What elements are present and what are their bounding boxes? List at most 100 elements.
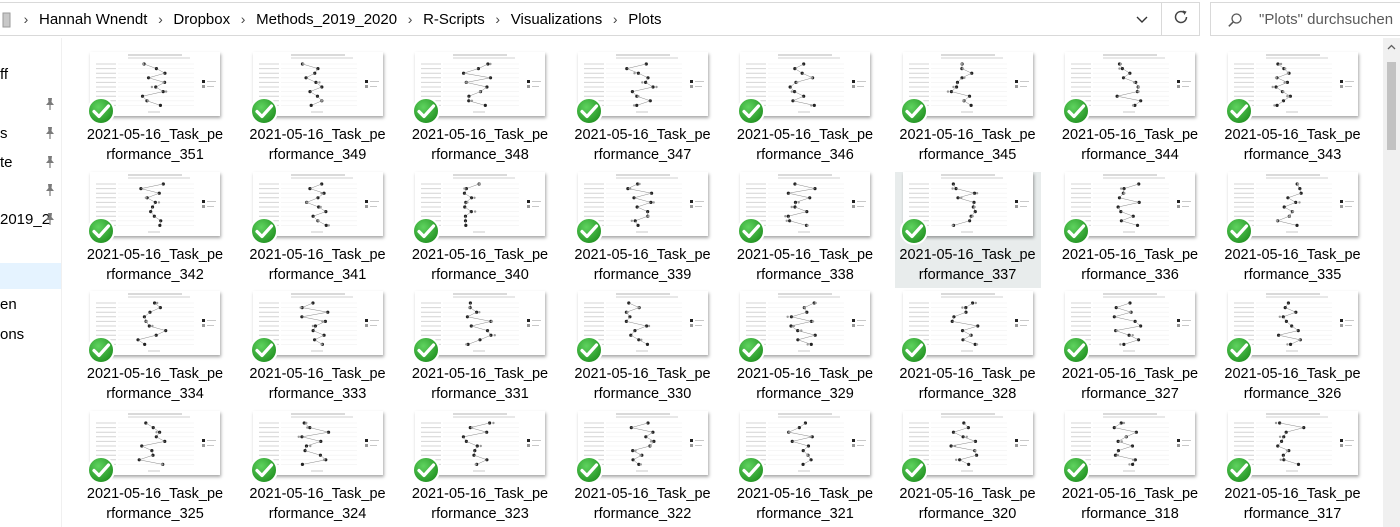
file-name-line-2: rformance_335	[1243, 266, 1342, 283]
file-name: 2021-05-16_Task_pe rformance_347	[570, 125, 716, 165]
file-name: 2021-05-16_Task_pe rformance_318	[1057, 484, 1203, 524]
file-tile[interactable]: 2021-05-16_Task_pe rformance_347	[570, 52, 716, 168]
nav-item[interactable]	[0, 234, 62, 262]
file-tile[interactable]: 2021-05-16_Task_pe rformance_340	[407, 171, 553, 288]
breadcrumb-separator-icon[interactable]: ›	[407, 11, 413, 27]
file-tile[interactable]: 2021-05-16_Task_pe rformance_348	[407, 52, 553, 168]
file-tile[interactable]: 2021-05-16_Task_pe rformance_330	[570, 291, 716, 407]
file-tile[interactable]: 2021-05-16_Task_pe rformance_328	[895, 291, 1041, 407]
file-tile[interactable]: 2021-05-16_Task_pe rformance_334	[82, 291, 228, 407]
file-tile[interactable]: 2021-05-16_Task_pe rformance_324	[245, 410, 391, 527]
file-name-line-2: rformance_348	[431, 147, 529, 163]
file-tile[interactable]: 2021-05-16_Task_pe rformance_323	[407, 410, 553, 527]
scrollbar-thumb[interactable]	[1387, 62, 1396, 150]
file-tile[interactable]: 2021-05-16_Task_pe rformance_341	[245, 171, 391, 288]
file-tile[interactable]: 2021-05-16_Task_pe rformance_349	[245, 52, 391, 168]
file-tile[interactable]: 2021-05-16_Task_pe rformance_339	[570, 171, 716, 288]
breadcrumb-separator-icon[interactable]: ›	[612, 11, 618, 27]
file-thumbnail	[740, 52, 870, 116]
breadcrumb-separator-icon[interactable]: ›	[158, 11, 163, 27]
file-name-line-2: rformance_344	[1081, 147, 1179, 163]
file-name: 2021-05-16_Task_pe rformance_345	[895, 125, 1041, 165]
file-tile[interactable]: 2021-05-16_Task_pe rformance_329	[732, 291, 878, 407]
search-input[interactable]: "Plots" durchsuchen	[1259, 11, 1394, 28]
file-tile[interactable]: 2021-05-16_Task_pe rformance_331	[407, 291, 553, 407]
refresh-button[interactable]	[1162, 2, 1200, 36]
nav-item[interactable]: ff	[0, 60, 62, 88]
file-tile[interactable]: 2021-05-16_Task_pe rformance_337	[894, 171, 1041, 288]
file-name: 2021-05-16_Task_pe rformance_328	[895, 364, 1041, 404]
breadcrumb-separator-icon[interactable]: ›	[23, 11, 29, 27]
breadcrumb-item[interactable]: R-Scripts	[423, 10, 485, 28]
nav-item-label: en	[0, 296, 17, 313]
green-check-icon	[574, 96, 604, 126]
breadcrumb-item[interactable]: Plots	[628, 10, 662, 28]
scroll-up-button[interactable]	[1383, 38, 1400, 55]
nav-item[interactable]	[0, 176, 62, 204]
pin-icon[interactable]	[44, 212, 56, 226]
green-check-icon	[86, 96, 116, 126]
nav-item-label: ons	[0, 326, 25, 343]
search-box[interactable]: "Plots" durchsuchen	[1210, 2, 1400, 36]
file-name: 2021-05-16_Task_pe rformance_330	[570, 364, 716, 404]
file-tile[interactable]: 2021-05-16_Task_pe rformance_344	[1057, 52, 1203, 168]
file-tile[interactable]: 2021-05-16_Task_pe rformance_335	[1220, 171, 1366, 288]
breadcrumb-item[interactable]: Methods_2019_2020	[256, 10, 398, 28]
breadcrumb-item[interactable]: Dropbox	[173, 10, 231, 28]
nav-item[interactable]: en	[0, 290, 62, 318]
breadcrumb-separator-icon[interactable]: ›	[240, 11, 246, 27]
green-check-icon	[1061, 216, 1091, 246]
file-tile[interactable]: 2021-05-16_Task_pe rformance_343	[1220, 52, 1366, 168]
file-tile[interactable]: 2021-05-16_Task_pe rformance_327	[1057, 291, 1203, 407]
file-tile[interactable]: 2021-05-16_Task_pe rformance_317	[1220, 410, 1366, 527]
file-name-line-1: 2021-05-16_Task_pe	[736, 127, 874, 143]
nav-item[interactable]: s	[0, 119, 62, 147]
file-name-line-1: 2021-05-16_Task_pe	[411, 366, 549, 382]
nav-item-label: s	[0, 125, 8, 142]
file-tile[interactable]: 2021-05-16_Task_pe rformance_338	[732, 171, 878, 288]
nav-item[interactable]	[0, 90, 62, 118]
file-tile[interactable]: 2021-05-16_Task_pe rformance_346	[732, 52, 878, 168]
file-tile[interactable]: 2021-05-16_Task_pe rformance_322	[570, 410, 716, 527]
nav-item[interactable]: 2019_2	[0, 205, 62, 233]
file-tile[interactable]: 2021-05-16_Task_pe rformance_325	[82, 410, 228, 527]
file-name-line-2: rformance_336	[1081, 266, 1179, 283]
file-name-line-1: 2021-05-16_Task_pe	[411, 246, 549, 263]
green-check-icon	[574, 216, 604, 246]
file-name: 2021-05-16_Task_pe rformance_333	[245, 364, 391, 404]
nav-item[interactable]: te	[0, 148, 62, 176]
green-check-icon	[1061, 455, 1091, 485]
plot-preview-image	[252, 52, 383, 116]
plot-preview-image	[90, 171, 220, 236]
file-name-line-2: rformance_342	[106, 266, 204, 283]
nav-item[interactable]: ons	[0, 320, 62, 348]
file-tile[interactable]: 2021-05-16_Task_pe rformance_351	[82, 52, 228, 168]
file-tile[interactable]: 2021-05-16_Task_pe rformance_320	[895, 410, 1041, 527]
plot-preview-image	[577, 410, 708, 475]
file-name-line-1: 2021-05-16_Task_pe	[1061, 127, 1199, 143]
breadcrumb-separator-icon[interactable]: ›	[495, 11, 501, 27]
address-bar[interactable]: › Hannah Wnendt › Dropbox › Methods_2019_2020…	[0, 2, 1162, 36]
file-name-line-1: 2021-05-16_Task_pe	[1061, 246, 1199, 263]
file-name: 2021-05-16_Task_pe rformance_326	[1220, 364, 1366, 404]
file-tile[interactable]: 2021-05-16_Task_pe rformance_326	[1220, 291, 1366, 407]
file-tile[interactable]: 2021-05-16_Task_pe rformance_342	[82, 171, 228, 288]
search-icon	[1227, 12, 1243, 28]
file-tile[interactable]: 2021-05-16_Task_pe rformance_321	[732, 410, 878, 527]
breadcrumb-item[interactable]: Visualizations	[510, 10, 603, 28]
pin-icon[interactable]	[44, 155, 56, 169]
green-check-icon	[1061, 335, 1091, 365]
vertical-scrollbar[interactable]	[1383, 38, 1400, 527]
file-name-line-1: 2021-05-16_Task_pe	[1061, 366, 1199, 382]
pin-icon[interactable]	[44, 183, 56, 197]
file-tile[interactable]: 2021-05-16_Task_pe rformance_336	[1057, 171, 1203, 288]
chevron-down-icon[interactable]	[1135, 12, 1149, 26]
file-tile[interactable]: 2021-05-16_Task_pe rformance_345	[895, 52, 1041, 168]
file-tile[interactable]: 2021-05-16_Task_pe rformance_318	[1057, 410, 1203, 527]
breadcrumb-item[interactable]: Hannah Wnendt	[39, 10, 148, 28]
pin-icon[interactable]	[44, 126, 56, 140]
pin-icon[interactable]	[44, 97, 56, 111]
file-name-line-1: 2021-05-16_Task_pe	[736, 366, 874, 382]
file-thumbnail	[902, 171, 1033, 236]
file-tile[interactable]: 2021-05-16_Task_pe rformance_333	[245, 291, 391, 407]
